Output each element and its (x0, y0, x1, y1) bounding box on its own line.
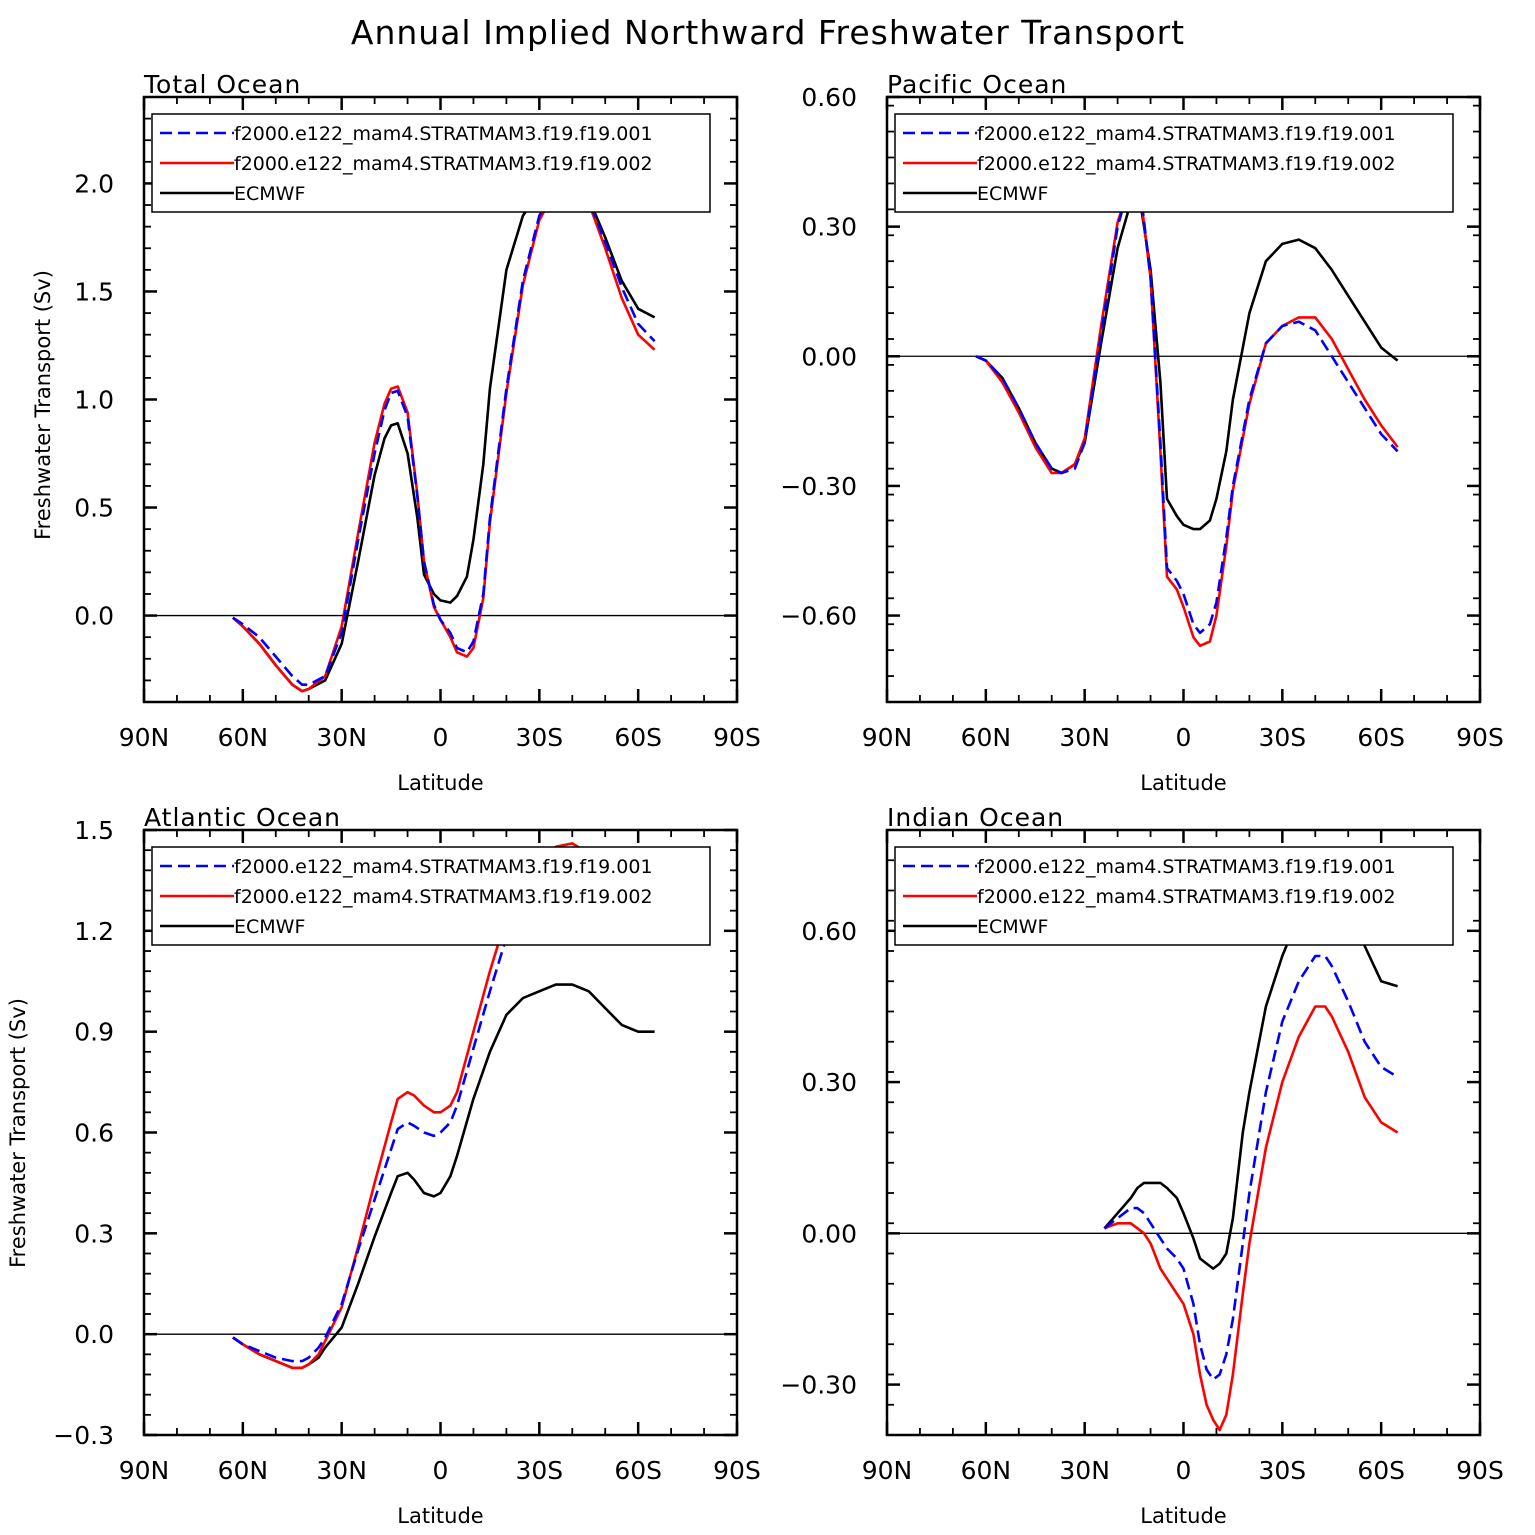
x-tick-label: 0 (1176, 723, 1192, 752)
series-line-2 (975, 182, 1399, 648)
x-tick-label: 90S (713, 723, 761, 752)
y-tick-label: 0.00 (801, 1219, 857, 1248)
legend-label-1: f2000.e122_mam4.STRATMAM3.f19.f19.001 (977, 856, 1396, 878)
x-tick-label: 60S (1357, 723, 1405, 752)
y-tick-label: 1.5 (74, 277, 114, 306)
legend-box (151, 113, 711, 213)
legend-label-2: f2000.e122_mam4.STRATMAM3.f19.f19.002 (977, 886, 1396, 908)
panel-2: 90N 60N 30N 0 30S 60S 90S −0.60 −0.30 0.00 0.30 0.6… (780, 70, 1503, 795)
legend-label-1: f2000.e122_mam4.STRATMAM3.f19.f19.001 (234, 856, 653, 878)
y-tick-label: 0.6 (74, 1119, 114, 1148)
x-axis-label: Latitude (397, 1504, 483, 1528)
series-group (975, 177, 1399, 648)
x-tick-label: 60N (961, 1456, 1012, 1485)
y-tick-label: 0.5 (74, 494, 114, 523)
x-tick-label: 0 (1176, 1456, 1192, 1485)
series-line-3 (232, 983, 655, 1370)
legend-box (894, 113, 1454, 213)
y-tick-label: 0.0 (74, 1320, 114, 1349)
y-tick-label: 0.60 (801, 83, 857, 112)
legend-label-3: ECMWF (234, 916, 305, 938)
y-tick-label: 0.30 (801, 213, 857, 242)
legend-label-2: f2000.e122_mam4.STRATMAM3.f19.f19.002 (234, 153, 653, 175)
x-tick-label: 30S (515, 1456, 563, 1485)
x-tick-label: 30S (1258, 1456, 1306, 1485)
series-line-1 (232, 180, 656, 687)
x-tick-label: 30N (1059, 723, 1110, 752)
panel-title: Atlantic Ocean (144, 803, 341, 832)
series-line-1 (1103, 954, 1399, 1381)
y-axis-label: Freshwater Transport (Sv) (6, 998, 30, 1268)
x-tick-label: 30S (1258, 723, 1306, 752)
x-tick-label: 60S (614, 723, 662, 752)
legend-label-1: f2000.e122_mam4.STRATMAM3.f19.f19.001 (977, 123, 1396, 145)
x-tick-label: 90N (119, 723, 170, 752)
panel-3: 90N 60N 30N 0 30S 60S 90S −0.3 0.0 0.3 0.6 0.9 1.2 1.… (6, 803, 761, 1528)
panel-1: 90N 60N 30N 0 30S 60S 90S 0.0 0.5 1.0 1.5 2.0 Total … (31, 70, 761, 795)
series-group (232, 180, 656, 693)
series-line-1 (232, 865, 655, 1363)
x-tick-label: 90N (862, 723, 913, 752)
y-tick-label: −0.3 (53, 1421, 114, 1450)
x-tick-label: 30N (316, 723, 367, 752)
x-tick-label: 60S (1357, 1456, 1405, 1485)
x-tick-label: 60S (614, 1456, 662, 1485)
x-tick-label: 90S (1456, 723, 1504, 752)
series-line-3 (232, 180, 656, 693)
y-tick-label: 1.5 (74, 816, 114, 845)
legend-box (894, 846, 1454, 946)
x-tick-label: 60N (961, 723, 1012, 752)
y-tick-label: −0.60 (780, 602, 857, 631)
x-tick-label: 90S (1456, 1456, 1504, 1485)
figure-title: Annual Implied Northward Freshwater Tran… (351, 13, 1185, 52)
y-tick-label: 1.2 (74, 917, 114, 946)
y-tick-label: 0.60 (801, 917, 857, 946)
legend-label-3: ECMWF (977, 183, 1048, 205)
y-tick-label: −0.30 (780, 472, 857, 501)
y-tick-label: 0.9 (74, 1018, 114, 1047)
series-line-2 (1103, 1005, 1399, 1432)
legend-label-2: f2000.e122_mam4.STRATMAM3.f19.f19.002 (977, 153, 1396, 175)
x-tick-label: 0 (433, 723, 449, 752)
panel-title: Indian Ocean (887, 803, 1064, 832)
y-tick-label: −0.30 (780, 1371, 857, 1400)
legend-label-3: ECMWF (234, 183, 305, 205)
y-tick-label: 0.30 (801, 1068, 857, 1097)
series-line-2 (232, 842, 655, 1370)
series-group (1103, 879, 1399, 1432)
panel-title: Total Ocean (143, 70, 301, 99)
panel-title: Pacific Ocean (887, 70, 1067, 99)
y-tick-label: 2.0 (74, 169, 114, 198)
y-axis-label: Freshwater Transport (Sv) (31, 270, 55, 540)
x-tick-label: 60N (218, 723, 269, 752)
series-group (232, 842, 655, 1370)
x-tick-label: 90N (119, 1456, 170, 1485)
x-tick-label: 30S (515, 723, 563, 752)
y-tick-label: 0.0 (74, 602, 114, 631)
x-tick-label: 90N (862, 1456, 913, 1485)
y-tick-label: 0.00 (801, 342, 857, 371)
legend-label-2: f2000.e122_mam4.STRATMAM3.f19.f19.002 (234, 886, 653, 908)
x-tick-label: 90S (713, 1456, 761, 1485)
legend-label-3: ECMWF (977, 916, 1048, 938)
legend-label-1: f2000.e122_mam4.STRATMAM3.f19.f19.001 (234, 123, 653, 145)
x-tick-label: 60N (218, 1456, 269, 1485)
panel-4: 90N 60N 30N 0 30S 60S 90S −0.30 0.00 0.30 0.60 Indi… (780, 803, 1503, 1528)
x-axis-label: Latitude (1140, 771, 1226, 795)
y-tick-label: 0.3 (74, 1219, 114, 1248)
x-tick-label: 0 (433, 1456, 449, 1485)
x-tick-label: 30N (316, 1456, 367, 1485)
panels: 90N 60N 30N 0 30S 60S 90S 0.0 0.5 1.0 1.5 2.0 Total … (6, 70, 1504, 1528)
x-axis-label: Latitude (397, 771, 483, 795)
series-line-1 (975, 177, 1399, 635)
x-tick-label: 30N (1059, 1456, 1110, 1485)
x-axis-label: Latitude (1140, 1504, 1226, 1528)
y-tick-label: 1.0 (74, 386, 114, 415)
legend-box (151, 846, 711, 946)
